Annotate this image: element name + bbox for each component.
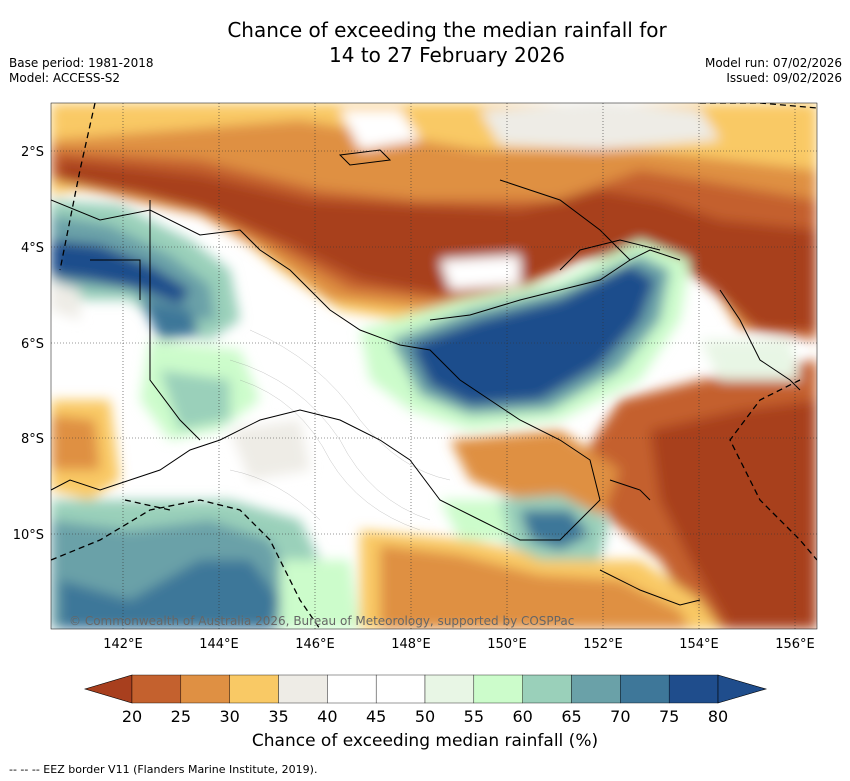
lon-label: 156°E: [775, 637, 815, 652]
lat-labels: 2°S 4°S 6°S 8°S 10°S: [13, 145, 44, 543]
colorbar-bin: [278, 674, 328, 704]
lon-label: 146°E: [295, 637, 335, 652]
colorbar-tick-label: 55: [464, 707, 484, 726]
rainfall-field: © Commonwealth of Australia 2026, Bureau…: [51, 103, 817, 629]
colorbar-arrow-high: [717, 674, 768, 704]
base-period: Base period: 1981-2018: [9, 56, 154, 70]
colorbar-tick-label: 25: [171, 707, 191, 726]
meta-left: Base period: 1981-2018 Model: ACCESS-S2: [9, 56, 154, 86]
colorbar-tick-label: 60: [512, 707, 532, 726]
lat-label: 2°S: [21, 145, 44, 160]
colorbar-bin: [424, 674, 475, 704]
colorbar-tick-label: 30: [219, 707, 239, 726]
colorbar-tick-label: 75: [659, 707, 679, 726]
title-line-1: Chance of exceeding the median rainfall …: [227, 18, 667, 42]
model-name: Model: ACCESS-S2: [9, 71, 121, 85]
graticule: [51, 103, 817, 629]
eez-borders: [51, 103, 817, 629]
colorbar: 20 25 30 35 40 45 50 55 60 65 70 75 80: [83, 674, 768, 726]
lon-label: 150°E: [487, 637, 527, 652]
lon-label: 148°E: [391, 637, 431, 652]
meta-right: Model run: 07/02/2026 Issued: 09/02/2026: [705, 56, 842, 86]
colorbar-tick-label: 40: [317, 707, 337, 726]
copyright-notice: © Commonwealth of Australia 2026, Bureau…: [69, 614, 574, 628]
colorbar-bin: [229, 674, 279, 704]
colorbar-arrow-low: [83, 674, 133, 704]
lat-label: 4°S: [21, 241, 44, 256]
eez-footnote: -- -- -- EEZ border V11 (Flanders Marine…: [9, 763, 318, 776]
lat-label: 8°S: [21, 432, 44, 447]
colorbar-bin: [131, 674, 182, 704]
lon-label: 142°E: [103, 637, 143, 652]
colorbar-bin: [571, 674, 621, 704]
colorbar-tick-label: 70: [610, 707, 630, 726]
colorbar-bin: [522, 674, 572, 704]
colorbar-tick-label: 35: [268, 707, 288, 726]
colorbar-bin: [180, 674, 230, 704]
colorbar-bin: [668, 674, 719, 704]
colorbar-bin: [375, 674, 426, 704]
colorbar-tick-label: 20: [122, 707, 142, 726]
lon-label: 144°E: [199, 637, 239, 652]
colorbar-bin: [327, 674, 377, 704]
colorbar-tick-label: 50: [415, 707, 435, 726]
lon-label: 154°E: [679, 637, 719, 652]
colorbar-label: Chance of exceeding median rainfall (%): [251, 731, 599, 751]
coastlines: [51, 149, 801, 606]
colorbar-tick-label: 80: [708, 707, 728, 726]
colorbar-tick-label: 65: [561, 707, 581, 726]
model-run: Model run: 07/02/2026: [704, 56, 842, 70]
lat-label: 6°S: [21, 337, 44, 352]
chart-title: Chance of exceeding the median rainfall …: [0, 18, 850, 68]
issued-date: Issued: 09/02/2026: [726, 71, 842, 85]
title-line-2: 14 to 27 February 2026: [329, 43, 565, 67]
lat-label: 10°S: [13, 528, 44, 543]
colorbar-tick-label: 45: [366, 707, 386, 726]
lon-label: 152°E: [583, 637, 623, 652]
colorbar-bin: [473, 674, 523, 704]
lon-labels: 142°E 144°E 146°E 148°E 150°E 152°E 154°…: [103, 637, 815, 652]
colorbar-bin: [620, 674, 670, 704]
